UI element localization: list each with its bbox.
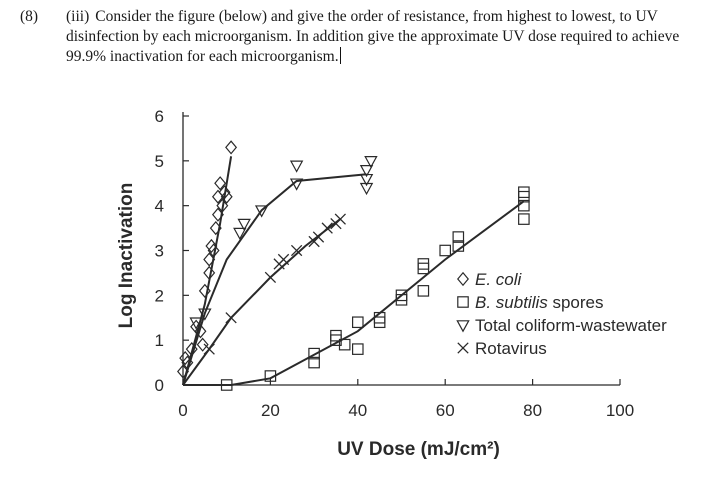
data-point-b-subtilis-spores [220,379,233,391]
data-point-e-coli [216,198,229,213]
x-axis-label: UV Dose (mJ/cm²) [337,439,500,460]
legend-label-e-coli: E. coli [475,270,523,289]
data-point-b-subtilis-spores [452,240,465,252]
data-point-e-coli [218,185,231,200]
data-point-e-coli [179,350,192,366]
data-point-total-coliform-wastewater [198,308,212,321]
data-point-e-coli [194,324,207,339]
data-point-total-coliform-wastewater [189,317,203,330]
data-point-rotavirus [225,312,237,324]
data-point-e-coli [203,252,216,267]
legend-label-total-coliform-wastewater: Total coliform-wastewater [475,316,667,335]
question-body: Consider the figure (below) and give the… [66,8,680,65]
y-tick-label: 6 [155,107,164,126]
data-point-b-subtilis-spores [338,338,351,351]
x-tick-label: 40 [348,401,367,420]
data-point-b-subtilis-spores [308,347,320,360]
legend-marker-b-subtilis-spores [457,296,469,308]
legend: E. coli B. subtilis spores Total coliform-… [456,270,667,358]
data-point-e-coli [205,238,218,254]
data-point-b-subtilis-spores [264,370,277,382]
y-tick-label: 1 [155,331,164,350]
y-axis-label: Log Inactivation [116,183,137,329]
data-point-b-subtilis-spores [373,316,386,329]
legend-marker-rotavirus [457,342,469,354]
data-point-b-subtilis-spores [395,289,408,302]
data-point-rotavirus [334,213,346,225]
y-tick-label: 4 [155,197,164,216]
data-point-e-coli [214,176,227,191]
data-point-b-subtilis-spores [417,285,430,297]
data-point-total-coliform-wastewater [289,160,304,173]
data-point-e-coli [198,283,211,298]
question-text[interactable]: (iii) Consider the figure (below) and giv… [66,7,696,67]
data-point-total-coliform-wastewater [237,218,251,232]
data-point-rotavirus [264,271,277,284]
y-tick-label: 0 [155,376,164,395]
data-point-e-coli [220,189,233,204]
data-point-b-subtilis-spores [518,213,530,225]
data-point-total-coliform-wastewater [233,227,247,241]
series-total-coliform-wastewater [182,156,378,386]
data-point-rotavirus [312,231,325,243]
data-point-b-subtilis-spores [417,258,430,270]
data-point-b-subtilis-spores [439,244,451,257]
series-b-subtilis-spores [183,186,530,391]
data-point-b-subtilis-spores [452,231,465,243]
data-point-rotavirus [321,222,333,234]
data-point-total-coliform-wastewater [359,173,374,187]
data-point-total-coliform-wastewater [359,165,374,178]
data-point-e-coli [207,243,220,258]
data-point-e-coli [196,337,209,352]
data-point-b-subtilis-spores [352,343,364,355]
y-tick-label: 2 [155,286,164,305]
data-point-rotavirus [290,244,303,257]
legend-label-b-subtilis-spores: B. subtilis spores [475,293,604,312]
question-part: (iii) [66,8,90,25]
data-point-b-subtilis-spores [330,329,342,342]
x-tick-label: 80 [523,401,542,420]
y-tick-label: 3 [155,242,164,261]
x-tick-label: 100 [606,401,634,420]
data-point-total-coliform-wastewater [364,156,378,169]
x-tick-label: 0 [178,401,187,420]
x-tick-label: 20 [261,401,280,420]
legend-marker-total-coliform-wastewater [456,320,470,333]
data-point-e-coli [225,140,238,155]
data-point-b-subtilis-spores [308,356,320,369]
fit-line-rotavirus [182,218,341,386]
legend-label-rotavirus: Rotavirus [475,339,547,358]
data-point-e-coli [203,265,216,281]
series-rotavirus [182,213,346,386]
data-point-rotavirus [203,343,215,355]
data-point-b-subtilis-spores [518,186,530,199]
data-point-b-subtilis-spores [373,311,386,324]
text-cursor [339,47,341,64]
fit-line-total-coliform-wastewater [182,173,367,386]
data-point-e-coli [211,207,224,222]
data-point-total-coliform-wastewater [359,182,374,196]
data-point-e-coli [177,364,189,379]
x-tick-label: 60 [436,401,455,420]
y-tick-label: 5 [155,152,164,171]
fit-line-b-subtilis-spores [183,200,525,386]
series-e-coli [177,140,238,386]
question-number: (8) [20,8,39,25]
data-point-e-coli [209,220,222,236]
data-point-total-coliform-wastewater [289,178,304,191]
data-point-rotavirus [277,253,290,266]
data-point-b-subtilis-spores [518,199,530,212]
legend-marker-e-coli [457,271,469,287]
data-point-b-subtilis-spores [417,262,430,275]
data-point-b-subtilis-spores [352,316,364,329]
data-point-total-coliform-wastewater [254,205,269,218]
